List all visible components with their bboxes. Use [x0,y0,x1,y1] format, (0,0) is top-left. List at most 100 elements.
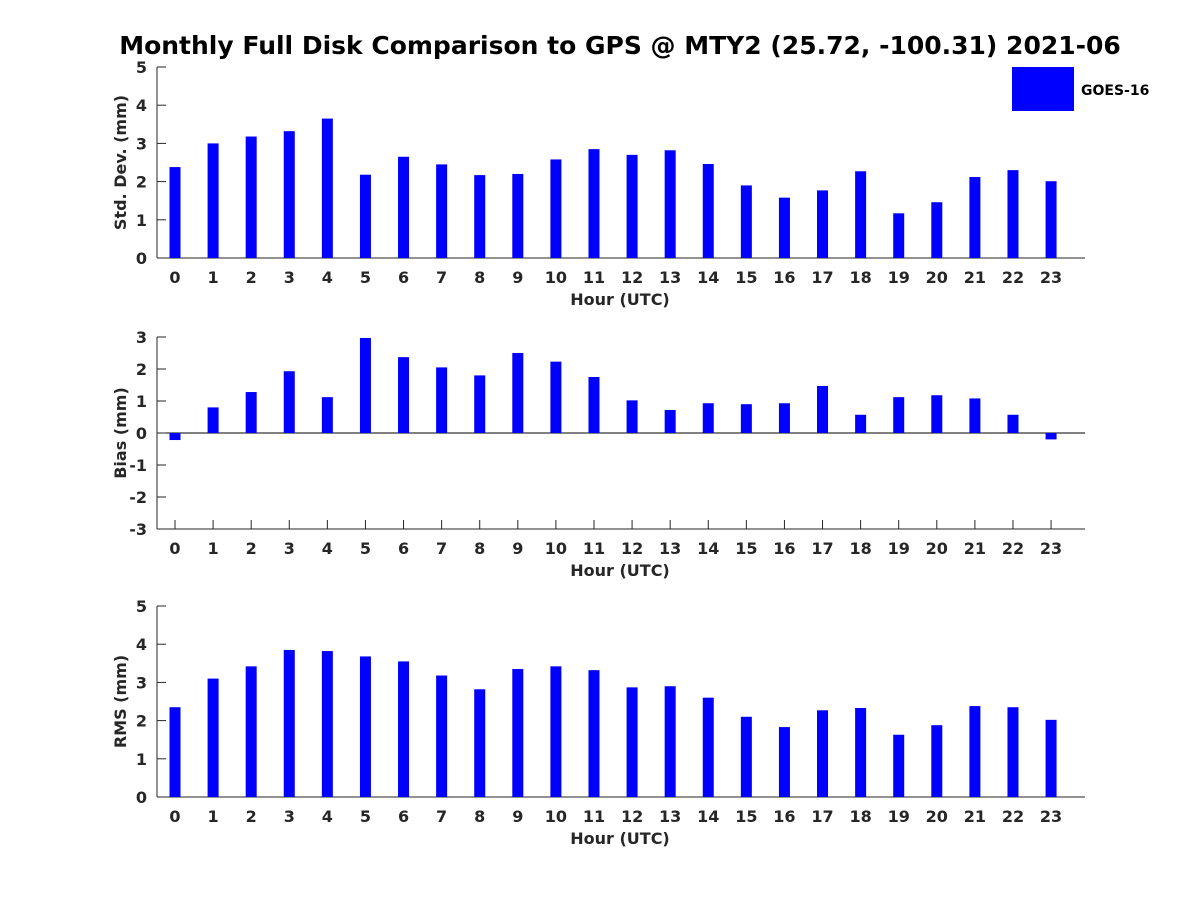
x-tick-label: 6 [398,807,409,826]
x-tick-label: 17 [811,539,833,558]
x-tick-label: 19 [888,268,910,287]
bar-hour-18 [855,707,867,797]
y-tick-label: 3 [136,673,147,692]
x-tick-label: 17 [811,807,833,826]
bar-hour-0 [169,167,181,258]
x-tick-label: 21 [964,539,986,558]
y-tick-label: 2 [136,173,147,192]
x-tick-label: 23 [1040,807,1062,826]
x-tick-label: 14 [697,807,719,826]
bar-hour-22 [1007,707,1019,797]
x-tick-label: 13 [659,268,681,287]
y-axis-label: RMS (mm) [111,655,130,748]
bar-hour-23 [1045,433,1057,440]
x-tick-label: 15 [735,807,757,826]
bar-hour-11 [588,149,600,258]
y-tick-label: 4 [136,635,147,654]
x-axis-label: Hour (UTC) [570,561,670,580]
bar-hour-4 [321,397,333,433]
x-tick-label: 6 [398,539,409,558]
bar-hour-6 [398,156,410,258]
x-tick-label: 15 [735,268,757,287]
bar-hour-16 [778,197,790,258]
bar-hour-5 [359,656,371,797]
bar-hour-20 [931,395,943,433]
bar-hour-14 [702,164,714,258]
y-tick-label: 3 [136,328,147,347]
bar-hour-18 [855,414,867,433]
x-tick-label: 16 [773,268,795,287]
y-tick-label: 2 [136,712,147,731]
x-tick-label: 21 [964,268,986,287]
x-tick-label: 16 [773,539,795,558]
x-tick-label: 3 [284,539,295,558]
bar-hour-22 [1007,170,1019,258]
bar-hour-22 [1007,414,1019,433]
y-tick-label: 2 [136,360,147,379]
bar-hour-10 [550,361,562,433]
bar-hour-1 [207,143,219,258]
bar-hour-17 [817,190,829,258]
x-tick-label: 11 [583,268,605,287]
x-tick-label: 7 [436,268,447,287]
bar-hour-9 [512,353,524,433]
x-tick-label: 1 [208,268,219,287]
bar-hour-0 [169,707,181,797]
x-tick-label: 15 [735,539,757,558]
bar-hour-9 [512,669,524,797]
bar-hour-2 [245,392,257,433]
bar-hour-3 [283,649,295,797]
x-tick-label: 8 [474,268,485,287]
bar-hour-21 [969,177,981,258]
bar-hour-14 [702,403,714,433]
x-tick-label: 10 [545,807,567,826]
y-axis-label: Std. Dev. (mm) [111,95,130,230]
x-tick-label: 13 [659,539,681,558]
x-tick-label: 0 [169,268,180,287]
bar-hour-12 [626,400,638,433]
bar-hour-13 [664,150,676,258]
bar-hour-2 [245,666,257,797]
y-tick-label: 1 [136,392,147,411]
bar-hour-11 [588,670,600,797]
x-tick-label: 21 [964,807,986,826]
bar-hour-17 [817,710,829,797]
y-tick-label: 1 [136,750,147,769]
bar-hour-3 [283,131,295,258]
chart-title: Monthly Full Disk Comparison to GPS @ MT… [119,31,1121,60]
x-tick-label: 23 [1040,539,1062,558]
bar-hour-21 [969,706,981,797]
x-tick-label: 7 [436,539,447,558]
y-tick-label: 5 [136,597,147,616]
legend: GOES-16 [1012,67,1149,111]
x-tick-label: 6 [398,268,409,287]
x-tick-label: 0 [169,539,180,558]
bar-hour-9 [512,173,524,258]
x-tick-label: 22 [1002,539,1024,558]
bar-hour-1 [207,407,219,433]
x-tick-label: 18 [849,268,871,287]
bar-hour-19 [893,734,905,797]
bar-hour-6 [398,661,410,797]
x-tick-label: 16 [773,807,795,826]
bar-hour-20 [931,725,943,797]
x-tick-label: 2 [246,539,257,558]
bar-hour-19 [893,213,905,258]
x-tick-label: 14 [697,268,719,287]
x-tick-label: 4 [322,807,333,826]
x-tick-label: 18 [849,539,871,558]
x-tick-label: 10 [545,268,567,287]
x-tick-label: 22 [1002,807,1024,826]
y-tick-label: 0 [136,788,147,807]
y-tick-label: 0 [136,249,147,268]
bar-hour-7 [436,367,448,433]
x-tick-label: 5 [360,539,371,558]
bar-hour-8 [474,175,486,258]
legend-label: GOES-16 [1081,83,1149,99]
y-tick-label: 0 [136,424,147,443]
